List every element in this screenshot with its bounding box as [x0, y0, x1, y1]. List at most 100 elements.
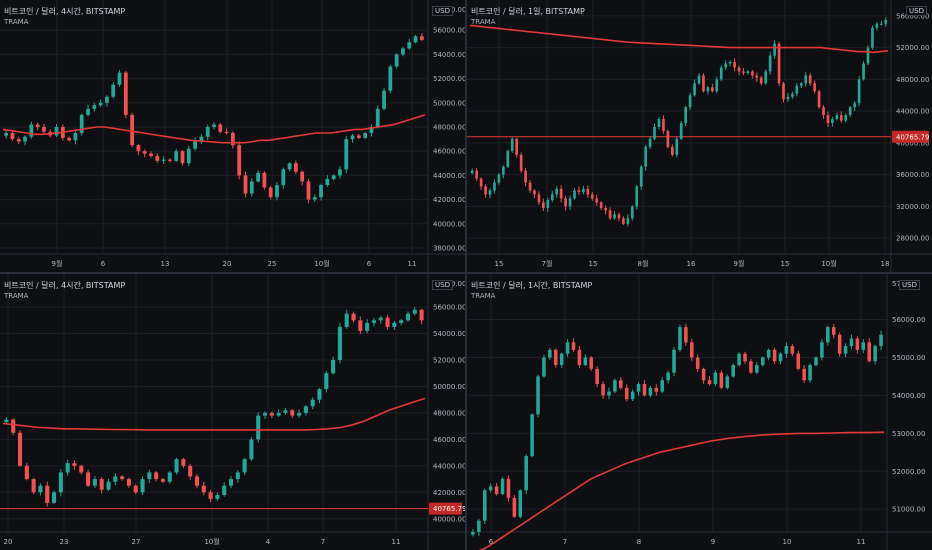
candle	[23, 136, 27, 142]
candle	[31, 479, 36, 493]
chart-title: 비트코인 / 달러, 4시간, BITSTAMP	[4, 281, 126, 290]
indicator-label[interactable]: TRAMA	[471, 292, 496, 300]
chart-pane-2[interactable]: 56000.00 52000.00 48000.00 44000.00 40000.00…	[467, 0, 932, 272]
candle	[382, 90, 386, 109]
candle	[555, 188, 559, 195]
candle	[786, 96, 790, 100]
candle	[879, 334, 883, 347]
candle	[604, 207, 607, 211]
candle	[344, 139, 349, 170]
chart-svg[interactable]: 56000.00 54000.00 52000.00 50000.00 48000.00…	[0, 0, 465, 272]
candle	[325, 179, 330, 186]
chart-svg[interactable]: 56000.00 55000.00 54000.00 53000.00 52000.00…	[467, 274, 932, 550]
candle	[363, 133, 368, 138]
candle	[678, 327, 682, 350]
candle	[149, 153, 153, 157]
candle	[737, 353, 741, 366]
candle	[475, 170, 479, 179]
candle	[228, 479, 234, 486]
candle	[140, 479, 145, 493]
vertical-divider[interactable]	[465, 0, 467, 550]
candle	[573, 190, 576, 199]
candle	[331, 360, 336, 374]
horizontal-divider[interactable]	[0, 272, 932, 274]
candle	[479, 178, 483, 187]
candle	[773, 43, 776, 56]
currency-button[interactable]: USD	[432, 280, 453, 290]
currency-button[interactable]: USD	[432, 6, 453, 16]
candle	[831, 327, 836, 335]
chart-pane-4[interactable]: 56000.00 55000.00 54000.00 53000.00 52000.00…	[467, 274, 932, 550]
candle	[613, 380, 617, 392]
trama-line	[2, 114, 426, 144]
candle	[848, 107, 852, 116]
candle	[725, 376, 730, 388]
candle	[161, 159, 166, 161]
chart-svg[interactable]: 56000.00 52000.00 48000.00 44000.00 40000.00…	[467, 0, 932, 272]
y-tick-label: 54000.00	[433, 51, 465, 59]
candle	[105, 96, 109, 103]
candle	[857, 79, 861, 104]
candle	[813, 83, 816, 92]
candle	[412, 309, 417, 314]
candle	[287, 163, 292, 170]
candle	[290, 410, 295, 416]
chart-pane-3[interactable]: 56000.00 54000.00 52000.00 50000.00 48000.00…	[0, 274, 465, 550]
candle	[796, 353, 801, 369]
currency-button[interactable]: USD	[906, 6, 927, 16]
chart-svg[interactable]: 56000.00 54000.00 52000.00 50000.00 48000.00…	[0, 274, 465, 550]
y-tick-label: 51000.00	[892, 506, 925, 514]
candle	[619, 380, 623, 388]
candle	[839, 115, 843, 121]
candle	[45, 485, 50, 503]
y-tick-label: 56000.00	[433, 27, 465, 35]
candle	[392, 322, 397, 327]
chart-title: 비트코인 / 달러, 1일, BITSTAMP	[471, 7, 585, 16]
y-tick-label: 50000.00	[433, 99, 465, 107]
candle	[595, 198, 599, 203]
x-tick-label: 15	[589, 260, 598, 268]
candle	[831, 119, 834, 124]
x-tick-label: 4	[266, 538, 271, 546]
trama-line	[469, 24, 889, 54]
y-tick-label: 44000.00	[896, 108, 929, 116]
candle	[494, 486, 499, 495]
candle	[764, 71, 768, 84]
candle	[133, 485, 138, 493]
candle	[222, 485, 227, 495]
candle	[670, 146, 674, 155]
candle	[690, 342, 694, 358]
candle	[111, 84, 116, 97]
x-tick-label: 7월	[542, 259, 553, 268]
candle	[542, 202, 545, 208]
indicator-label[interactable]: TRAMA	[471, 18, 496, 26]
chart-pane-1[interactable]: 56000.00 54000.00 52000.00 50000.00 48000.00…	[0, 0, 465, 272]
candle	[92, 105, 97, 109]
candle	[283, 410, 288, 413]
candle	[356, 135, 361, 138]
candle	[802, 368, 806, 381]
candle	[719, 372, 724, 388]
candle	[751, 71, 754, 76]
candle	[268, 187, 273, 198]
candle	[766, 349, 771, 358]
candle	[371, 320, 376, 323]
x-tick-label: 6	[489, 538, 494, 546]
candle	[215, 494, 220, 499]
candle	[599, 202, 603, 208]
x-tick-label: 10월	[821, 259, 836, 268]
x-tick-label: 23	[60, 538, 69, 546]
candle	[768, 55, 772, 72]
currency-button[interactable]: USD	[899, 280, 920, 290]
price-tag	[892, 130, 929, 143]
x-tick-label: 20	[223, 260, 232, 268]
candle	[630, 391, 635, 400]
candle	[590, 194, 594, 199]
indicator-label[interactable]: TRAMA	[4, 18, 29, 26]
candle	[506, 150, 510, 167]
candle	[853, 103, 856, 108]
candle	[654, 387, 659, 392]
y-tick-label: 56000.00	[896, 12, 929, 20]
indicator-label[interactable]: TRAMA	[4, 292, 29, 300]
x-tick-label: 15	[495, 260, 504, 268]
